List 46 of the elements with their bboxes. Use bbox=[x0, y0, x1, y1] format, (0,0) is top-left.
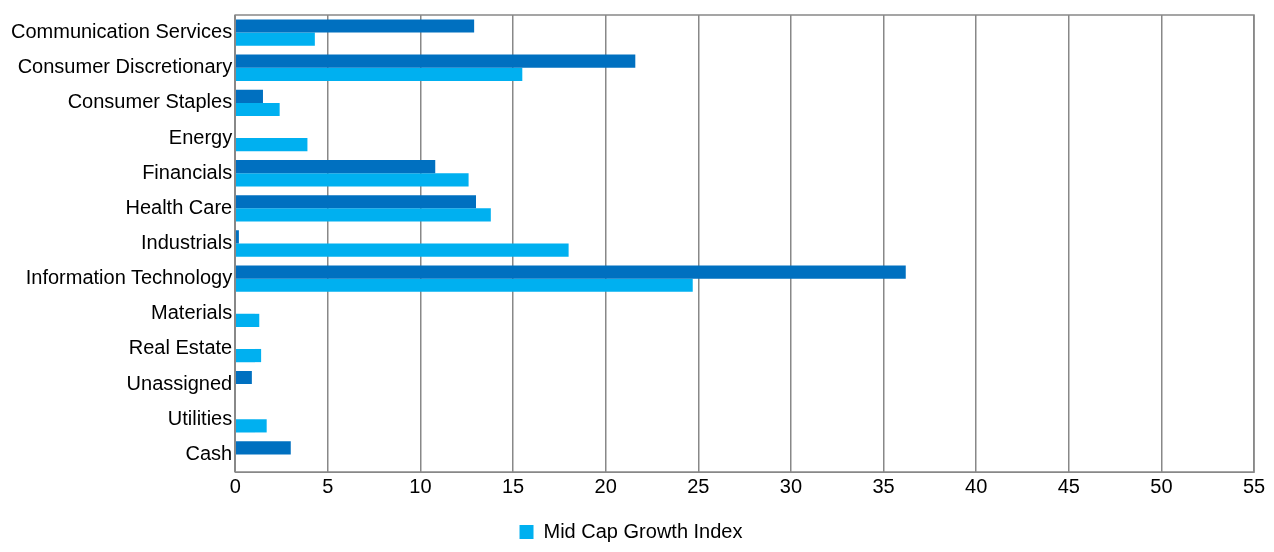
bar bbox=[235, 370, 252, 385]
y-tick-label: Cash bbox=[185, 441, 233, 464]
x-tick-label: 45 bbox=[1057, 474, 1080, 497]
bar bbox=[235, 67, 523, 81]
bar bbox=[235, 89, 263, 103]
y-tick-label: Unassigned bbox=[126, 371, 233, 394]
y-tick-label: Real Estate bbox=[128, 336, 233, 359]
y-tick-label: Industrials bbox=[141, 231, 233, 254]
bar bbox=[235, 230, 239, 244]
x-tick-label: 15 bbox=[501, 474, 525, 497]
bar bbox=[235, 195, 476, 209]
x-tick-label: 50 bbox=[1150, 474, 1173, 497]
x-tick-label: 5 bbox=[322, 474, 334, 497]
y-tick-label: Materials bbox=[151, 301, 233, 324]
bar bbox=[235, 278, 693, 292]
legend-label: Mid Cap Growth Index bbox=[543, 519, 743, 542]
y-tick-label: Information Technology bbox=[25, 266, 233, 289]
y-tick-label: Energy bbox=[168, 125, 233, 148]
bar bbox=[235, 265, 906, 279]
y-tick-label: Financials bbox=[142, 160, 233, 183]
bar bbox=[235, 243, 569, 257]
bar bbox=[235, 102, 280, 117]
y-tick-label: Communication Services bbox=[10, 20, 233, 43]
bar bbox=[235, 313, 260, 327]
bar bbox=[235, 348, 262, 363]
bar bbox=[235, 138, 308, 152]
bar bbox=[235, 32, 315, 46]
x-tick-label: 20 bbox=[594, 474, 617, 497]
x-tick-label: 25 bbox=[687, 474, 710, 497]
y-tick-label: Consumer Staples bbox=[67, 90, 233, 113]
x-tick-label: 0 bbox=[229, 474, 241, 497]
bar bbox=[235, 19, 475, 33]
y-tick-label: Utilities bbox=[167, 406, 233, 429]
x-tick-label: 35 bbox=[872, 474, 895, 497]
bar bbox=[235, 173, 469, 187]
x-tick-label: 55 bbox=[1242, 474, 1266, 497]
y-tick-label: Consumer Discretionary bbox=[17, 55, 233, 78]
bar bbox=[235, 54, 636, 68]
x-tick-label: 40 bbox=[965, 474, 988, 497]
bar bbox=[235, 160, 436, 174]
y-tick-label: Health Care bbox=[125, 195, 233, 218]
x-tick-label: 30 bbox=[779, 474, 803, 497]
x-tick-label: 10 bbox=[409, 474, 432, 497]
bar bbox=[235, 441, 291, 455]
bar bbox=[235, 208, 491, 222]
bar bbox=[235, 419, 267, 433]
